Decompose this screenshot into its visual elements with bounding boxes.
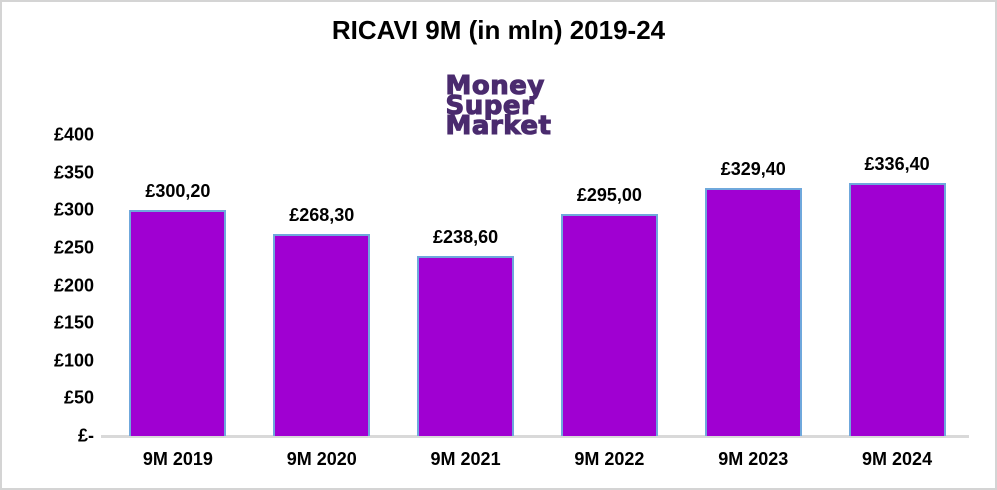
logo-line-super: Super — [445, 91, 535, 121]
x-axis-tick-label: 9M 2024 — [862, 449, 933, 469]
bar-value-label: £329,40 — [720, 159, 786, 179]
bar-value-label: £300,20 — [145, 181, 211, 201]
bar-value-label: £295,00 — [576, 185, 642, 205]
x-axis-tick-label: 9M 2023 — [718, 449, 789, 469]
y-axis-tick-label: £150 — [53, 312, 94, 333]
bar — [704, 188, 802, 436]
y-axis-tick-label: £250 — [53, 237, 94, 258]
bar — [560, 214, 658, 436]
logo-wordmark: Money Super Market — [445, 71, 552, 141]
moneysupermarket-logo: Money Super Market — [2, 71, 995, 141]
bar — [273, 234, 371, 436]
y-axis-tick-label: £- — [77, 425, 94, 446]
y-axis-tick-label: £50 — [63, 387, 94, 408]
bar — [417, 256, 515, 436]
x-axis-tick-label: 9M 2021 — [430, 449, 501, 469]
y-axis-tick-label: £200 — [53, 275, 94, 295]
x-axis-tick-label: 9M 2020 — [286, 449, 357, 469]
y-axis-tick-label: £300 — [53, 199, 94, 220]
y-axis-tick-label: £400 — [53, 124, 94, 145]
y-axis-tick-label: £100 — [53, 350, 94, 371]
logo-line-market: Market — [445, 111, 552, 141]
logo-line-money: Money — [445, 71, 545, 101]
y-axis-tick-label: £350 — [53, 162, 94, 183]
bar-value-label: £238,60 — [433, 227, 499, 247]
chart-title: RICAVI 9M (in mln) 2019-24 — [331, 15, 666, 45]
bar — [848, 183, 946, 436]
x-axis-tick-label: 9M 2019 — [142, 449, 213, 469]
bar-value-label: £336,40 — [864, 154, 930, 174]
x-axis-tick-label: 9M 2022 — [574, 449, 645, 469]
bar-value-label: £268,30 — [289, 205, 355, 225]
plot-area: £400 £350 £300 £250 £200 £150 £100 £50 £- £300,20… — [54, 125, 969, 469]
x-axis-line — [101, 435, 969, 438]
bar — [129, 210, 227, 436]
